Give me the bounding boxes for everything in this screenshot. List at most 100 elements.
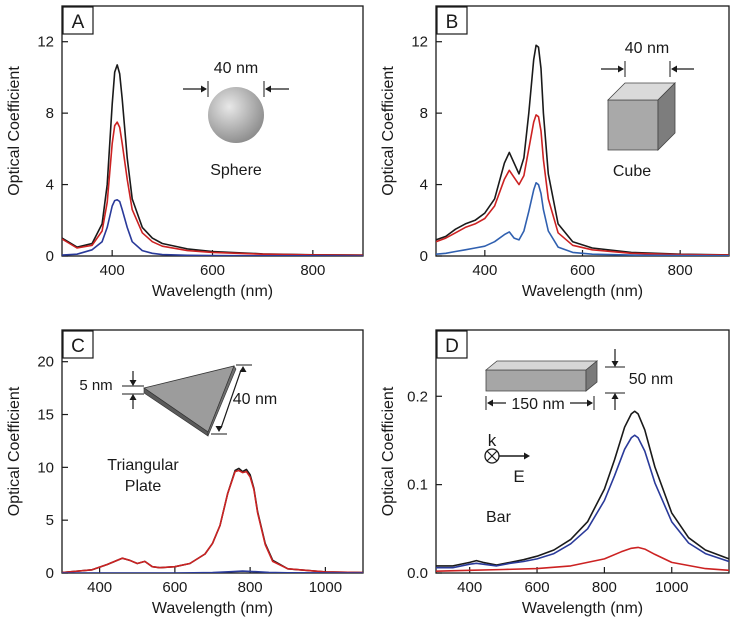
series-line [62, 469, 363, 573]
dim-arrow-head [129, 394, 137, 400]
y-tick-label: 15 [37, 407, 54, 424]
x-tick-label: 400 [457, 579, 482, 596]
dim-arrow-head [611, 361, 619, 367]
dim-arrow-head [239, 366, 247, 372]
cube-side [657, 82, 676, 151]
dim-arrow-head [618, 65, 624, 73]
dimension-label: 150 nm [511, 396, 564, 413]
series-line [436, 182, 729, 256]
y-axis-label: Optical Coefficient [380, 386, 397, 516]
panel-letter-box [62, 6, 94, 35]
x-tick-label: 400 [100, 262, 125, 279]
k-vector-cross [486, 450, 498, 462]
x-tick-label: 800 [668, 262, 693, 279]
panel-letter: A [72, 12, 85, 33]
panel-a: 400 600 800 0 4 8 12 Wavelength (nm) Optical Coe… [6, 5, 364, 300]
shape-label: Triangular [107, 457, 179, 474]
series-line [62, 199, 363, 256]
triangle-edge [207, 365, 237, 437]
dim-arrow-head [265, 85, 271, 93]
dimension-label: 5 nm [79, 377, 112, 394]
dim-arrow-head [201, 85, 207, 93]
x-tick-label: 600 [162, 579, 187, 596]
inset-triangle: 5 nm 40 nm Triangular Plate [79, 364, 277, 495]
shape-label: Sphere [210, 162, 262, 179]
dimension-label: 40 nm [214, 60, 258, 77]
inset-sphere: 40 nm Sphere [183, 60, 289, 179]
panel-letter-box [62, 330, 94, 359]
plot-frame [435, 329, 730, 574]
shape-label: Bar [486, 509, 512, 526]
y-tick-label: 0 [46, 248, 54, 265]
x-tick-label: 400 [472, 262, 497, 279]
y-axis-label: Optical Coefficient [6, 66, 23, 196]
y-tick-label: 0.1 [407, 477, 428, 494]
series-line [436, 546, 729, 572]
series-line [62, 121, 363, 256]
dim-arrow-head [671, 65, 677, 73]
dim-arrow-head [487, 399, 493, 407]
series-line [436, 434, 729, 569]
y-tick-label: 0.2 [407, 388, 428, 405]
inset-cube: 40 nm Cube [601, 40, 694, 180]
panel-b: 400 600 800 0 4 8 12 Wavelength (nm) Optical Coe… [380, 5, 730, 300]
y-tick-label: 12 [411, 34, 428, 51]
dim-arrow-head [129, 380, 137, 386]
panel-letter: B [446, 12, 459, 33]
x-tick-label: 800 [238, 579, 263, 596]
e-field-label: E [513, 467, 524, 486]
cube-front [607, 99, 659, 151]
y-axis-label: Optical Coefficient [380, 66, 397, 196]
dim-arrow-head [587, 399, 593, 407]
x-axis-label: Wavelength (nm) [522, 283, 643, 300]
dimension-label: 40 nm [625, 40, 669, 57]
x-tick-label: 1000 [309, 579, 342, 596]
shape-label: Cube [613, 163, 651, 180]
panel-letter: D [445, 336, 459, 357]
inset-bar: 50 nm 150 nm kE Bar [484, 349, 673, 526]
y-tick-label: 4 [46, 177, 54, 194]
e-field-arrow-head [524, 452, 530, 460]
x-tick-label: 800 [300, 262, 325, 279]
panel-letter: C [71, 336, 85, 357]
panel-letter-box [436, 6, 468, 35]
panel-c: 400 600 800 1000 0 5 10 15 20 Wavelength (nm) Opti… [6, 329, 364, 617]
y-tick-label: 10 [37, 459, 54, 476]
y-tick-label: 5 [46, 512, 54, 529]
x-tick-label: 600 [525, 579, 550, 596]
dimension-label: 50 nm [629, 371, 673, 388]
series-line [62, 570, 363, 573]
series-line [62, 467, 363, 573]
dim-arrow-head [215, 426, 223, 432]
dim-arrow-head [611, 393, 619, 399]
y-tick-label: 20 [37, 354, 54, 371]
plot-frame [61, 5, 364, 257]
dimension-label: 40 nm [233, 391, 277, 408]
x-tick-label: 800 [592, 579, 617, 596]
dim-arrow [220, 369, 242, 429]
series-line [436, 410, 729, 567]
y-tick-label: 8 [46, 105, 54, 122]
y-tick-label: 4 [420, 177, 428, 194]
bar-side [585, 360, 598, 392]
plot-frame [61, 329, 364, 574]
y-tick-label: 12 [37, 34, 54, 51]
panel-d: 400 600 800 1000 0.0 0.1 0.2 Wavelength (nm) Opt… [380, 329, 730, 617]
series-line [62, 64, 363, 256]
bar-top [484, 360, 599, 371]
y-tick-label: 0 [420, 248, 428, 265]
y-tick-label: 0.0 [407, 565, 428, 582]
bar-front [485, 369, 587, 392]
x-axis-label: Wavelength (nm) [152, 600, 273, 617]
panel-letter-box [436, 330, 468, 359]
k-vector-label: k [488, 431, 497, 450]
x-axis-label: Wavelength (nm) [152, 283, 273, 300]
x-tick-label: 600 [570, 262, 595, 279]
y-tick-label: 0 [46, 565, 54, 582]
x-tick-label: 600 [200, 262, 225, 279]
shape-label: Plate [125, 478, 162, 495]
x-tick-label: 1000 [655, 579, 688, 596]
x-tick-label: 400 [87, 579, 112, 596]
y-tick-label: 8 [420, 105, 428, 122]
